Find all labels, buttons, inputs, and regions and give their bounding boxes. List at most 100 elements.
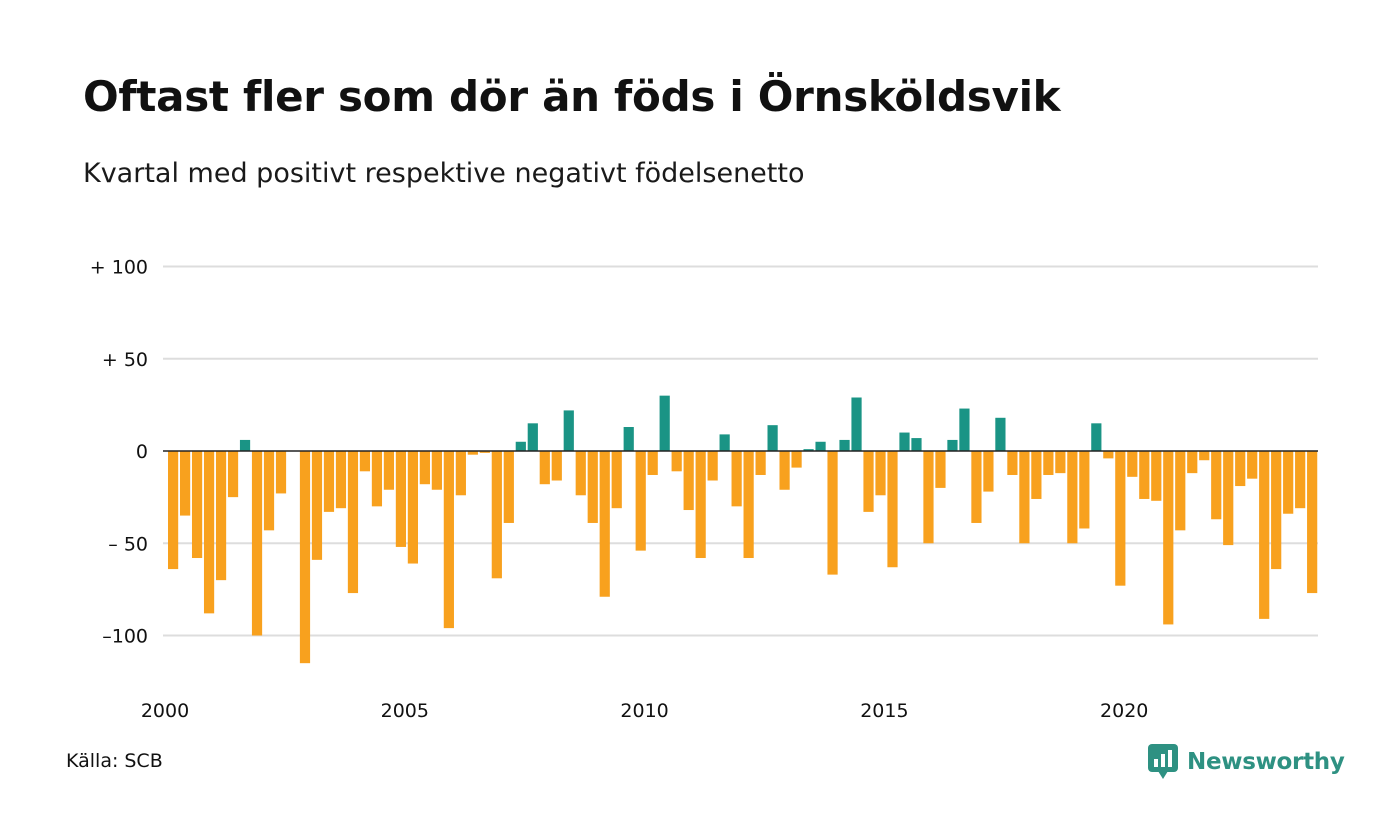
bar: [731, 451, 742, 507]
x-tick-label: 2020: [1100, 700, 1148, 722]
bar: [1115, 451, 1126, 586]
bar: [455, 451, 466, 496]
bar: [767, 425, 778, 451]
bar: [479, 451, 490, 453]
bar: [371, 451, 383, 507]
x-tick-label: 2015: [860, 700, 908, 722]
bar: [383, 451, 395, 490]
bar: [815, 441, 826, 451]
bar: [431, 451, 442, 490]
y-tick-label: + 100: [90, 257, 148, 279]
newsworthy-logo-icon: [1148, 744, 1178, 779]
bar: [491, 451, 502, 579]
bar: [1211, 451, 1222, 520]
bar: [359, 451, 371, 472]
x-tick-label: 2000: [141, 700, 189, 722]
bar: [467, 451, 478, 455]
bar: [971, 451, 982, 523]
bar: [227, 451, 239, 498]
bar: [419, 451, 430, 485]
bar: [263, 451, 275, 531]
bar: [215, 451, 227, 581]
bar: [719, 434, 730, 451]
bar: [923, 451, 934, 544]
bar: [1019, 451, 1030, 544]
bar: [851, 397, 862, 451]
bar: [1247, 451, 1258, 479]
bar: [1163, 451, 1174, 625]
bar: [1091, 423, 1102, 451]
bar: [1055, 451, 1066, 474]
axes: + 100 + 50 0 – 50 –100 2000 2005 2010 2015 2020: [90, 257, 1318, 722]
bar: [1079, 451, 1090, 529]
bar: [995, 417, 1006, 451]
bar: [1151, 451, 1162, 501]
bar: [743, 451, 754, 559]
bar: [911, 438, 922, 451]
bar: [323, 451, 335, 512]
bar: [1271, 451, 1282, 570]
source-note: Källa: SCB: [66, 750, 163, 772]
bar: [683, 451, 694, 511]
chart-title: Oftast fler som dör än föds i Örnsköldsv…: [83, 72, 1061, 121]
bar: [251, 451, 263, 636]
chart-subtitle: Kvartal med positivt respektive negativt…: [83, 158, 805, 189]
bar: [539, 451, 550, 485]
brand-name: Newsworthy: [1187, 749, 1345, 775]
brand: Newsworthy: [1148, 744, 1345, 780]
bar: [947, 439, 958, 451]
bar: [1043, 451, 1054, 475]
bar: [659, 395, 670, 451]
bar: [935, 451, 946, 488]
bar: [671, 451, 682, 472]
bar: [803, 449, 814, 451]
y-tick-label: + 50: [102, 349, 148, 371]
source-label: Källa:: [66, 750, 119, 772]
bar: [587, 451, 598, 523]
bar: [791, 451, 802, 468]
bar: [1283, 451, 1294, 514]
bar: [863, 451, 874, 512]
bar: [1307, 451, 1318, 594]
y-tick-label: –100: [102, 626, 148, 648]
bar: [443, 451, 454, 629]
bar: [1127, 451, 1138, 477]
bar: [563, 410, 574, 451]
bar: [1031, 451, 1042, 499]
y-tick-label: – 50: [108, 533, 148, 555]
bar: [1199, 451, 1210, 461]
bar: [191, 451, 203, 559]
bar: [1007, 451, 1018, 475]
y-tick-label: 0: [136, 441, 148, 463]
bar: [1175, 451, 1186, 531]
bar: [1295, 451, 1306, 509]
bar: [551, 451, 562, 481]
bar: [299, 451, 311, 664]
x-tick-label: 2010: [620, 700, 668, 722]
bar: [575, 451, 586, 496]
bar: [623, 427, 634, 451]
bar: [707, 451, 718, 481]
bar: [395, 451, 407, 547]
bar: [1103, 451, 1114, 459]
bars: [168, 395, 1318, 664]
bar: [347, 451, 359, 594]
bar: [779, 451, 790, 490]
bar: [599, 451, 610, 597]
bar: [311, 451, 323, 560]
grid-lines: [163, 265, 1318, 637]
bar: [335, 451, 347, 509]
bar: [635, 451, 646, 551]
bar: [515, 441, 526, 451]
bar: [1235, 451, 1246, 487]
x-tick-label: 2005: [381, 700, 429, 722]
bar: [647, 451, 658, 475]
bar: [203, 451, 215, 614]
bar: [527, 423, 538, 451]
bar: [179, 451, 191, 516]
bar: [275, 451, 287, 494]
bar: [503, 451, 514, 523]
bar: [1187, 451, 1198, 474]
bar: [239, 439, 251, 451]
